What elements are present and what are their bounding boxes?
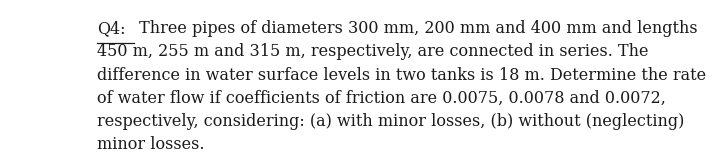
Text: of water flow if coefficients of friction are 0.0075, 0.0078 and 0.0072,: of water flow if coefficients of frictio…: [97, 90, 666, 107]
Text: Q4:: Q4:: [97, 20, 126, 37]
Text: 450 m, 255 m and 315 m, respectively, are connected in series. The: 450 m, 255 m and 315 m, respectively, ar…: [97, 43, 649, 60]
Text: difference in water surface levels in two tanks is 18 m. Determine the rate: difference in water surface levels in tw…: [97, 67, 706, 83]
Text: minor losses.: minor losses.: [97, 136, 204, 153]
Text: Three pipes of diameters 300 mm, 200 mm and 400 mm and lengths: Three pipes of diameters 300 mm, 200 mm …: [134, 20, 698, 37]
Text: respectively, considering: (a) with minor losses, (b) without (neglecting): respectively, considering: (a) with mino…: [97, 113, 685, 130]
